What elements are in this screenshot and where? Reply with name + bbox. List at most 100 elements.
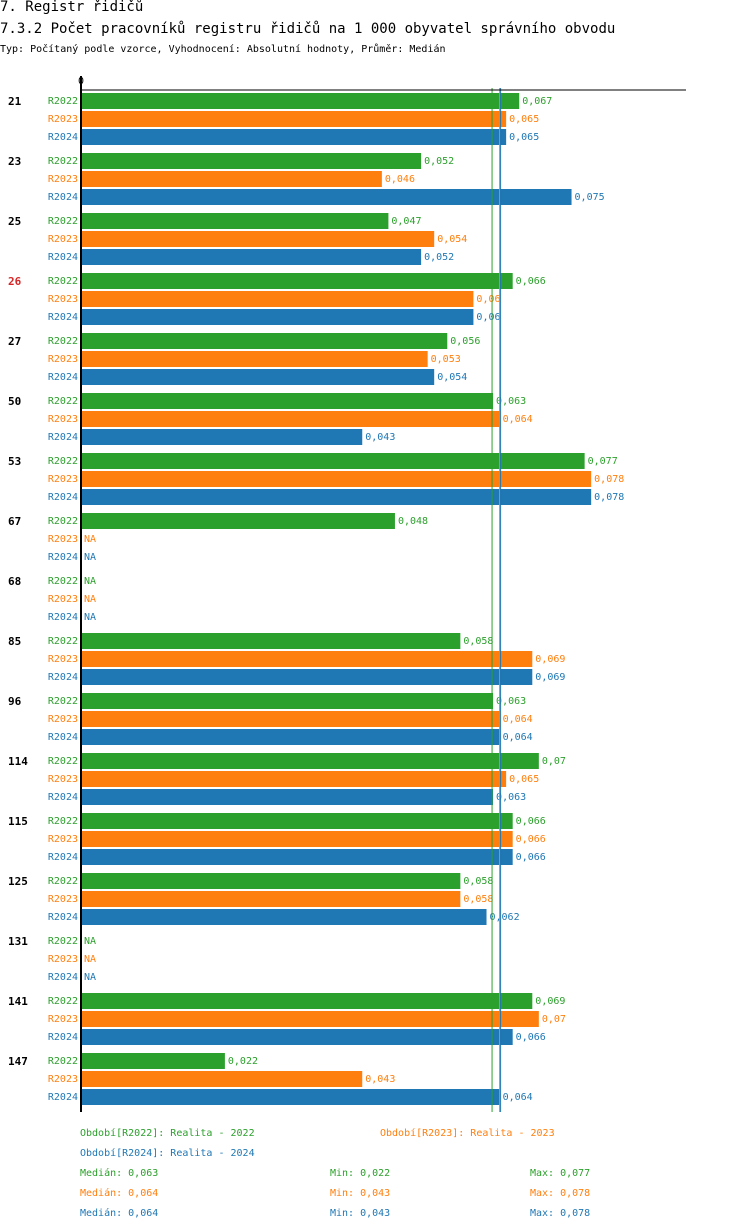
bar — [81, 189, 572, 205]
series-tick-label: R2023 — [48, 354, 78, 365]
bar — [81, 429, 363, 445]
series-tick-label: R2023 — [48, 1074, 78, 1085]
bar — [81, 1089, 500, 1105]
series-tick-label: R2022 — [48, 996, 78, 1007]
category-label: 85 — [8, 635, 21, 648]
series-tick-label: R2023 — [48, 1014, 78, 1025]
data-label: 0,056 — [450, 336, 480, 347]
bar — [81, 153, 422, 169]
data-label: 0,066 — [516, 1032, 546, 1043]
data-label: 0,064 — [503, 732, 533, 743]
series-tick-label: R2023 — [48, 114, 78, 125]
data-label: 0,06 — [476, 312, 500, 323]
series-tick-label: R2023 — [48, 534, 78, 545]
bar — [81, 333, 448, 349]
series-tick-label: R2024 — [48, 1032, 78, 1043]
na-label: NA — [84, 612, 96, 623]
category-label: 53 — [8, 455, 21, 468]
bar — [81, 369, 435, 385]
bar — [81, 789, 494, 805]
bar — [81, 651, 533, 667]
data-label: 0,06 — [476, 294, 500, 305]
series-tick-label: R2024 — [48, 612, 78, 623]
series-tick-label: R2024 — [48, 492, 78, 503]
bar — [81, 291, 474, 307]
series-tick-label: R2024 — [48, 372, 78, 383]
bar — [81, 873, 461, 889]
bar — [81, 471, 592, 487]
legend-max-r2022: Max: 0,077 — [530, 1168, 591, 1179]
series-tick-label: R2024 — [48, 552, 78, 563]
category-label: 131 — [8, 935, 28, 948]
bar — [81, 753, 539, 769]
bar — [81, 669, 533, 685]
bar — [81, 891, 461, 907]
bar — [81, 1029, 513, 1045]
series-tick-label: R2022 — [48, 756, 78, 767]
series-tick-label: R2024 — [48, 972, 78, 983]
series-tick-label: R2024 — [48, 312, 78, 323]
data-label: 0,065 — [509, 132, 539, 143]
series-tick-label: R2024 — [48, 432, 78, 443]
category-label: 25 — [8, 215, 21, 228]
series-tick-label: R2022 — [48, 696, 78, 707]
data-label: 0,062 — [490, 912, 520, 923]
data-label: 0,069 — [535, 654, 565, 665]
data-label: 0,07 — [542, 1014, 566, 1025]
series-tick-label: R2024 — [48, 252, 78, 263]
series-tick-label: R2024 — [48, 912, 78, 923]
series-tick-label: R2022 — [48, 276, 78, 287]
data-label: 0,022 — [228, 1056, 258, 1067]
legend-min-r2022: Min: 0,022 — [330, 1168, 391, 1179]
bar — [81, 489, 592, 505]
data-label: 0,066 — [516, 834, 546, 845]
na-label: NA — [84, 534, 96, 545]
category-label: 114 — [8, 755, 28, 768]
bar — [81, 831, 513, 847]
series-tick-label: R2023 — [48, 474, 78, 485]
legend-period-r2023: Období[R2023]: Realita - 2023 — [380, 1128, 555, 1139]
series-tick-label: R2024 — [48, 132, 78, 143]
category-label: 26 — [8, 275, 22, 288]
bar — [81, 351, 428, 367]
bar — [81, 393, 494, 409]
category-label: 141 — [8, 995, 28, 1008]
category-label: 125 — [8, 875, 28, 888]
bar — [81, 273, 513, 289]
bar — [81, 93, 520, 109]
series-tick-label: R2022 — [48, 1056, 78, 1067]
chart-title: 7.3.2 Počet pracovníků registru řidičů n… — [0, 21, 616, 37]
bar — [81, 171, 382, 187]
series-tick-label: R2023 — [48, 234, 78, 245]
data-label: 0,069 — [535, 996, 565, 1007]
bar — [81, 453, 585, 469]
series-tick-label: R2024 — [48, 192, 78, 203]
legend-max-r2024: Max: 0,078 — [530, 1208, 591, 1219]
category-label: 23 — [8, 155, 21, 168]
category-label: 115 — [8, 815, 28, 828]
bar-chart: 021R20220,067R20230,065R20240,06523R2022… — [8, 76, 686, 1112]
legend-median-r2023: Medián: 0,064 — [80, 1188, 159, 1199]
data-label: 0,066 — [516, 816, 546, 827]
legend-max-r2023: Max: 0,078 — [530, 1188, 591, 1199]
series-tick-label: R2023 — [48, 414, 78, 425]
na-label: NA — [84, 552, 96, 563]
data-label: 0,054 — [437, 234, 467, 245]
bar — [81, 1053, 225, 1069]
series-tick-label: R2023 — [48, 294, 78, 305]
data-label: 0,054 — [437, 372, 467, 383]
data-label: 0,078 — [594, 474, 624, 485]
na-label: NA — [84, 936, 96, 947]
na-label: NA — [84, 576, 96, 587]
data-label: 0,064 — [503, 714, 533, 725]
page-title: 7. Registr řidičů — [0, 0, 144, 15]
bar — [81, 249, 422, 265]
data-label: 0,067 — [522, 96, 552, 107]
data-label: 0,058 — [463, 876, 493, 887]
data-label: 0,066 — [516, 852, 546, 863]
series-tick-label: R2023 — [48, 594, 78, 605]
series-tick-label: R2022 — [48, 816, 78, 827]
bar — [81, 771, 507, 787]
bar — [81, 849, 513, 865]
legend-min-r2024: Min: 0,043 — [330, 1208, 391, 1219]
